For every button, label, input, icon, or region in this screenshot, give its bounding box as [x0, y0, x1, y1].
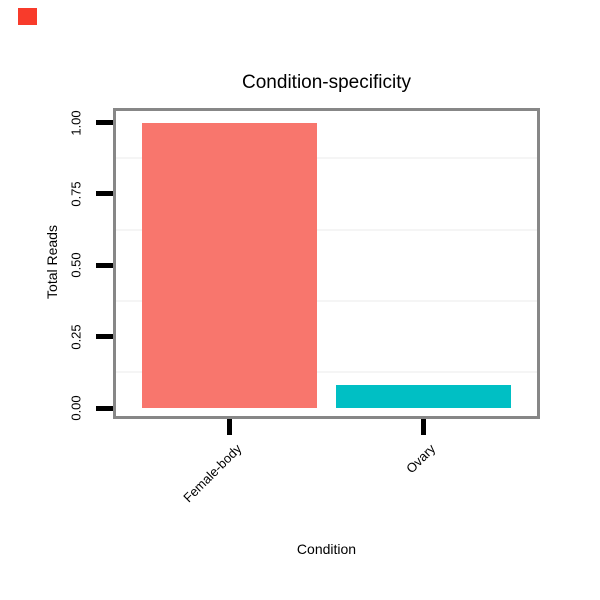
y-axis-tick — [96, 120, 113, 125]
y-axis-tick — [96, 191, 113, 197]
bar-female-body — [142, 122, 317, 408]
plot-panel — [113, 108, 540, 419]
y-axis-tick-label: 0.50 — [68, 252, 84, 278]
x-axis-tick-label: Female-body — [179, 441, 245, 506]
x-axis-title: Condition — [296, 541, 357, 557]
minor-gridline — [113, 299, 540, 302]
x-axis-tick-label: Ovary — [403, 441, 439, 477]
chart-title: Condition-specificity — [242, 72, 411, 93]
minor-gridline — [113, 157, 540, 160]
y-axis-tick-label: 0.25 — [68, 323, 84, 350]
y-axis-tick — [96, 262, 113, 268]
minor-gridline — [113, 371, 540, 374]
red-marker-square — [18, 8, 37, 25]
x-axis-tick — [226, 419, 232, 435]
y-axis-tick-label: 0.00 — [68, 395, 84, 421]
bar-ovary — [336, 385, 511, 408]
minor-gridline — [113, 228, 540, 231]
y-axis-tick — [96, 405, 113, 411]
y-axis-tick — [96, 334, 113, 340]
y-axis-tick-label: 0.75 — [68, 181, 84, 207]
y-axis-title: Total Reads — [44, 224, 60, 299]
x-axis-tick — [421, 419, 427, 435]
y-axis-tick-label: 1.00 — [68, 109, 84, 136]
